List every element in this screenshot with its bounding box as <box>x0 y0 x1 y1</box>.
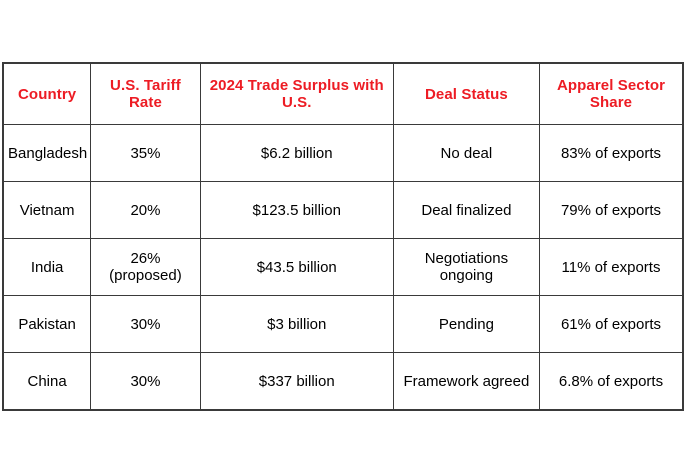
cell-pakistan-country: Pakistan <box>2 295 92 353</box>
cell-india-apparel-share: 11% of exports <box>538 238 684 296</box>
header-row: Country U.S. Tariff Rate 2024 Trade Surplu… <box>2 62 684 125</box>
tariff-table-header: Country U.S. Tariff Rate 2024 Trade Surplu… <box>2 62 684 125</box>
tariff-table-container: Country U.S. Tariff Rate 2024 Trade Surplu… <box>2 62 684 411</box>
cell-vietnam-deal-status: Deal finalized <box>392 181 540 239</box>
table-row-china: China 30% $337 billion Framework agreed 6.8%… <box>2 352 684 411</box>
cell-bangladesh-tariff-rate: 35% <box>90 124 201 182</box>
cell-china-trade-surplus: $337 billion <box>199 352 394 411</box>
column-header-tariff-rate: U.S. Tariff Rate <box>90 62 201 125</box>
table-row-pakistan: Pakistan 30% $3 billion Pending 61% of expor… <box>2 295 684 353</box>
cell-india-trade-surplus: $43.5 billion <box>199 238 394 296</box>
cell-pakistan-deal-status: Pending <box>392 295 540 353</box>
cell-pakistan-tariff-rate: 30% <box>90 295 201 353</box>
cell-pakistan-apparel-share: 61% of exports <box>538 295 684 353</box>
table-row-bangladesh: Bangladesh 35% $6.2 billion No deal 83% of e… <box>2 124 684 182</box>
cell-india-country: India <box>2 238 92 296</box>
cell-pakistan-trade-surplus: $3 billion <box>199 295 394 353</box>
column-header-deal-status: Deal Status <box>392 62 540 125</box>
cell-vietnam-apparel-share: 79% of exports <box>538 181 684 239</box>
cell-vietnam-country: Vietnam <box>2 181 92 239</box>
column-header-apparel-share: Apparel Sector Share <box>538 62 684 125</box>
cell-china-tariff-rate: 30% <box>90 352 201 411</box>
column-header-trade-surplus: 2024 Trade Surplus with U.S. <box>199 62 394 125</box>
cell-china-apparel-share: 6.8% of exports <box>538 352 684 411</box>
tariff-table: Country U.S. Tariff Rate 2024 Trade Surplu… <box>2 62 684 411</box>
cell-bangladesh-trade-surplus: $6.2 billion <box>199 124 394 182</box>
cell-india-tariff-rate: 26% (proposed) <box>90 238 201 296</box>
cell-bangladesh-country: Bangladesh <box>2 124 92 182</box>
cell-vietnam-trade-surplus: $123.5 billion <box>199 181 394 239</box>
cell-bangladesh-apparel-share: 83% of exports <box>538 124 684 182</box>
table-row-vietnam: Vietnam 20% $123.5 billion Deal finalized 79… <box>2 181 684 239</box>
cell-vietnam-tariff-rate: 20% <box>90 181 201 239</box>
cell-china-deal-status: Framework agreed <box>392 352 540 411</box>
cell-bangladesh-deal-status: No deal <box>392 124 540 182</box>
cell-india-deal-status: Negotiations ongoing <box>392 238 540 296</box>
column-header-country: Country <box>2 62 92 125</box>
cell-china-country: China <box>2 352 92 411</box>
table-row-india: India 26% (proposed) $43.5 billion Negotiat… <box>2 238 684 296</box>
tariff-table-body: Bangladesh 35% $6.2 billion No deal 83% of e… <box>2 124 684 411</box>
